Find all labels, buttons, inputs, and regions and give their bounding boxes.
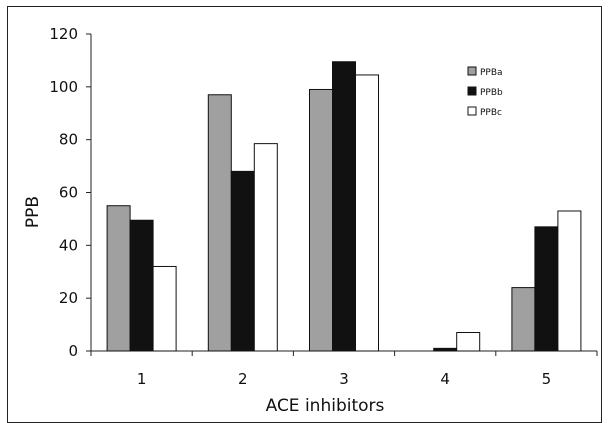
y-axis: 0 20 40 60 80 100 120 bbox=[49, 25, 92, 360]
y-tick-label: 0 bbox=[68, 342, 78, 360]
bar-ppba-1 bbox=[106, 205, 131, 352]
bar-ppbb-1 bbox=[129, 219, 154, 352]
legend-swatch-ppba bbox=[467, 66, 477, 76]
bar-ppbc-5 bbox=[557, 210, 582, 352]
legend-swatch-ppbb bbox=[467, 86, 477, 96]
y-tick-label: 20 bbox=[59, 289, 78, 307]
legend: PPBa PPBb PPBc bbox=[467, 66, 503, 118]
bar-ppba-5 bbox=[511, 287, 536, 352]
bar-ppbc-2 bbox=[253, 143, 278, 352]
chart-border bbox=[7, 6, 602, 423]
bar-ppba-3 bbox=[309, 88, 333, 352]
y-axis-title: PPB bbox=[23, 196, 43, 228]
legend-label-ppbc: PPBc bbox=[480, 108, 502, 118]
y-tick-label: 100 bbox=[49, 78, 78, 96]
y-tick-label: 80 bbox=[59, 131, 78, 149]
bar-ppbc-1 bbox=[152, 265, 177, 352]
y-tick-label: 40 bbox=[59, 236, 78, 254]
x-tick-label: 4 bbox=[440, 370, 450, 388]
x-tick-label: 3 bbox=[339, 370, 349, 388]
x-tick-label: 5 bbox=[542, 370, 552, 388]
bars bbox=[106, 61, 582, 352]
bar-ppbb-3 bbox=[332, 61, 356, 352]
legend-label-ppbb: PPBb bbox=[480, 88, 503, 98]
x-tick-label: 1 bbox=[137, 370, 147, 388]
x-tick-label: 2 bbox=[238, 370, 248, 388]
legend-swatch-ppbc bbox=[467, 106, 477, 116]
y-tick-label: 60 bbox=[59, 184, 78, 202]
bar-ppba-2 bbox=[207, 94, 232, 352]
bar-ppbb-2 bbox=[230, 170, 255, 352]
x-axis-title: ACE inhibitors bbox=[266, 396, 385, 416]
bar-ppbb-5 bbox=[534, 226, 559, 352]
bar-ppbc-4 bbox=[456, 332, 481, 352]
legend-label-ppba: PPBa bbox=[480, 68, 503, 78]
y-tick-label: 120 bbox=[49, 25, 78, 43]
bar-ppbb-4 bbox=[433, 347, 458, 352]
x-axis: 1 2 3 4 5 bbox=[90, 350, 598, 388]
bar-ppbc-3 bbox=[355, 74, 379, 352]
